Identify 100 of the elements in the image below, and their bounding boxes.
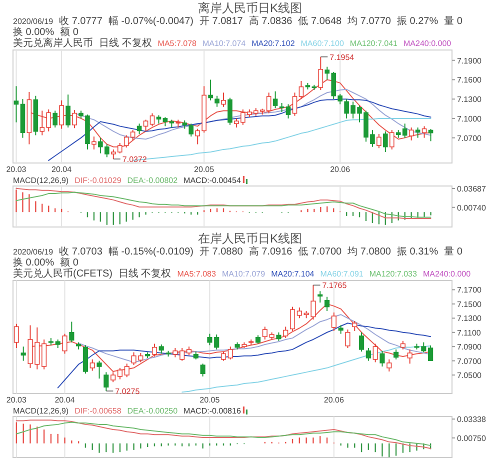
candlestick: [14, 86, 19, 123]
candlestick: [292, 92, 298, 116]
candlestick: [422, 126, 427, 138]
y-tick-label: 7.1300: [457, 314, 482, 324]
candlestick: [376, 133, 382, 149]
text: 美元兑人民币(CFETS): [13, 268, 112, 280]
candlestick: [428, 344, 434, 362]
candlestick: [20, 346, 26, 362]
x-tick-label: 20.06: [324, 396, 344, 404]
candlestick: [221, 92, 226, 108]
legend-label: MA120:7.041: [350, 39, 398, 48]
line-series: [57, 322, 432, 388]
text: MA20:7.102: [252, 39, 296, 48]
text: MA60:7.100: [300, 39, 344, 48]
y-tick-label: 7.1700: [457, 286, 482, 295]
x-tick-label: 20.05: [194, 165, 215, 174]
candlestick: [158, 344, 164, 354]
candlestick: [136, 123, 142, 134]
candlestick: [72, 110, 77, 129]
series-label: DIF:-0.01029: [74, 176, 122, 185]
text: MA10:7.079: [222, 270, 266, 278]
text: 美元兑离岸人民币: [13, 37, 93, 49]
candlestick: [352, 320, 358, 332]
candlestick: [66, 94, 70, 128]
x-tick-label: 20.03: [6, 396, 28, 404]
candlestick: [172, 348, 178, 358]
y-tick-label: 7.1000: [457, 114, 482, 124]
candlestick: [262, 326, 268, 340]
candlestick: [279, 102, 284, 112]
series-label: DEA:-0.00250: [127, 406, 178, 416]
y-tick-label: 0.00740: [457, 203, 486, 212]
chart-title: 离岸人民币日K线图: [198, 1, 302, 15]
candlestick: [415, 126, 420, 138]
text: MA20:7.104: [271, 270, 315, 278]
candlestick: [180, 348, 185, 362]
candlestick: [90, 358, 95, 372]
annotation: 7.0372: [122, 154, 148, 164]
annotation: 7.1765: [322, 281, 348, 290]
y-tick-label: 7.0700: [457, 134, 482, 143]
annotation: 7.1954: [330, 52, 355, 62]
text: MA10:7.074: [202, 39, 246, 48]
legend-label: MA120:7.033: [369, 270, 418, 278]
candlestick: [324, 296, 330, 312]
candlestick: [386, 358, 392, 372]
text: 2020/06/19 收 7.0777 幅 -0.07%(-0.0047) 开 7.0817 高 7.0836 低 7.0648 均 7.0770 振 0.27% 量 0 换 0.00% 额 0: [13, 16, 462, 38]
candlestick: [214, 95, 220, 108]
y-tick-label: 0.00750: [457, 434, 486, 443]
y-tick-label: 0.03687: [457, 184, 486, 194]
text: 日线 不复权: [99, 37, 152, 49]
candlestick: [408, 126, 414, 141]
candlestick: [345, 329, 350, 349]
candlestick: [104, 372, 109, 392]
candlestick: [228, 346, 233, 360]
y-tick-label: 7.1900: [457, 56, 482, 66]
candlestick: [220, 351, 226, 362]
text: 日线 不复权: [118, 268, 172, 280]
candlestick: [331, 312, 336, 332]
candlestick: [110, 372, 116, 383]
candlestick: [366, 348, 371, 362]
candlestick: [42, 338, 47, 370]
candlestick: [286, 104, 291, 119]
candlestick: [162, 116, 168, 127]
candlestick: [96, 360, 102, 380]
candlestick: [200, 363, 206, 377]
chart-title: 在岸人民币日K线图: [198, 232, 302, 246]
y-tick-label: 7.1600: [457, 76, 482, 85]
y-tick-label: 7.1100: [457, 328, 482, 338]
text: MA5:7.083: [177, 270, 216, 278]
candlestick: [14, 323, 19, 349]
candlestick: [207, 333, 212, 346]
candlestick: [372, 343, 378, 363]
text: 2020/06/19 收 7.0703 幅 -0.15%(-0.0109) 开 7.0880 高 7.0916 低 7.0700 均 7.0800 振 0.31% 量 0 换 0.00% 额 0: [13, 246, 462, 268]
candlestick: [296, 307, 302, 319]
y-tick-label: 7.1300: [457, 95, 482, 104]
candlestick: [272, 90, 278, 109]
candlestick: [92, 136, 96, 150]
candlestick: [208, 79, 213, 101]
candlestick: [407, 348, 412, 364]
x-tick-label: 20.06: [330, 165, 351, 174]
candlestick: [283, 326, 288, 339]
candlestick: [298, 80, 304, 100]
x-tick-label: 20.04: [54, 396, 76, 404]
candlestick: [228, 97, 232, 126]
text: MA60:7.091: [320, 270, 364, 278]
candlestick: [380, 350, 385, 367]
y-tick-label: 7.0700: [457, 356, 482, 366]
candlestick: [318, 290, 323, 304]
candlestick: [152, 343, 158, 358]
text: MA5:7.078: [158, 39, 198, 48]
legend-label: MACD:-0.00454: [184, 176, 242, 185]
candlestick: [318, 56, 324, 91]
chart-title: MACD(12,26,9): [13, 176, 69, 185]
chart-title: MACD(12,26,9): [13, 406, 69, 416]
y-tick-label: 0.03338: [457, 415, 486, 424]
candlestick: [150, 112, 155, 127]
candlestick: [62, 333, 68, 354]
legend-label: MA240:0.000: [404, 39, 452, 48]
candlestick: [69, 321, 74, 343]
annotation: 7.0275: [115, 387, 140, 396]
y-tick-label: 7.0500: [457, 371, 482, 380]
